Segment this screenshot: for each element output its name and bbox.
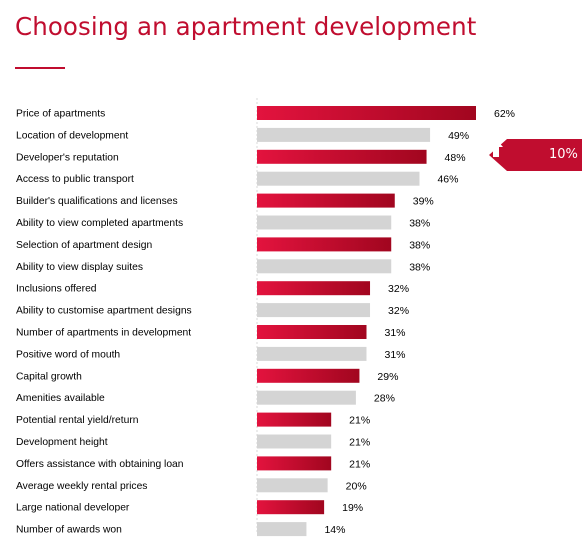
data-label: 38% [409,261,430,273]
data-label: 46% [437,174,458,186]
bar [257,149,427,164]
category-label: Ability to customise apartment designs [16,306,192,317]
bar [257,237,392,252]
up-arrow-icon [489,139,503,157]
data-label: 31% [385,349,406,361]
bar [257,325,367,339]
category-label: Access to public transport [16,174,134,185]
title-underline [15,67,65,69]
data-label: 48% [445,152,466,164]
data-label: 32% [388,305,409,317]
data-label: 14% [324,524,345,536]
bar [257,456,332,471]
data-label: 28% [374,393,395,405]
category-label: Number of apartments in development [16,328,191,339]
category-label: Price of apartments [16,109,105,120]
bar [257,303,371,318]
bar [257,368,360,383]
callout-value: 10% [549,147,578,162]
data-label: 21% [349,437,370,449]
data-label: 38% [409,218,430,230]
bar [257,390,356,405]
category-label: Ability to view completed apartments [16,218,183,229]
category-label: Large national developer [16,503,130,514]
category-label: Inclusions offered [16,284,97,295]
bar [257,127,431,142]
bar [257,346,367,361]
bar [257,171,420,186]
bar [257,106,476,120]
category-label: Location of development [16,130,128,141]
category-label: Selection of apartment design [16,240,153,251]
category-label: Positive word of mouth [16,349,120,360]
category-label: Offers assistance with obtaining loan [16,459,184,470]
category-label: Average weekly rental prices [16,481,147,492]
bar [257,215,392,230]
data-label: 31% [385,327,406,339]
data-label: 21% [349,415,370,427]
bar [257,412,332,427]
bar [257,281,371,296]
data-label: 20% [346,480,367,492]
category-label: Developer's reputation [16,152,119,163]
category-label: Potential rental yield/return [16,415,139,426]
category-label: Number of awards won [16,525,122,536]
data-label: 29% [377,371,398,383]
bar [257,259,392,274]
change-callout: 10% [489,139,582,171]
bar [257,478,328,493]
callout-shape [489,139,582,171]
category-label: Development height [16,437,108,448]
data-label: 38% [409,239,430,251]
category-label: Ability to view display suites [16,262,143,273]
page-title: Choosing an apartment development [15,12,477,41]
bar [257,434,332,449]
data-label: 39% [413,196,434,208]
data-label: 32% [388,283,409,295]
data-label: 21% [349,458,370,470]
bar [257,500,325,515]
category-label: Amenities available [16,393,105,404]
category-label: Builder's qualifications and licenses [16,196,178,207]
bar [257,193,395,208]
category-label: Capital growth [16,371,82,382]
data-label: 62% [494,108,515,120]
data-label: 19% [342,502,363,514]
bar [257,522,307,537]
data-label: 49% [448,130,469,142]
